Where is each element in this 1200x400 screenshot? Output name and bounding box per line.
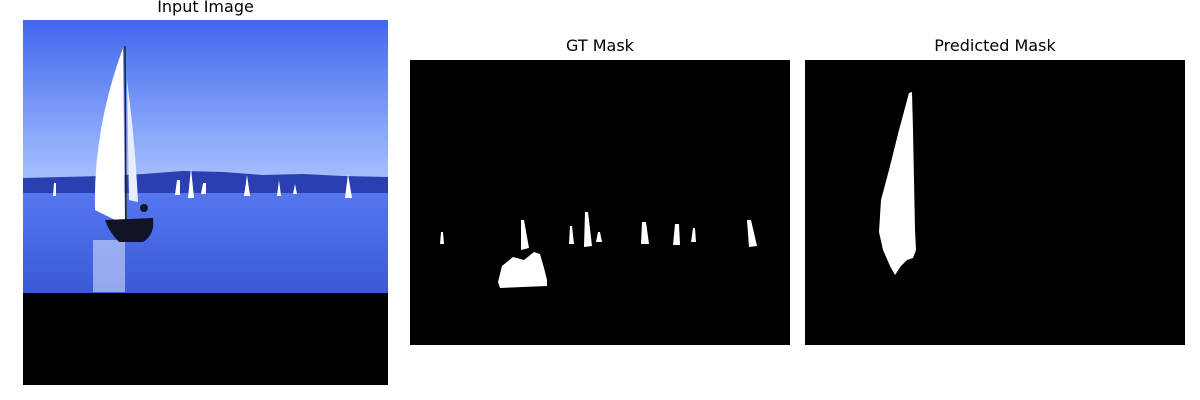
gt-mask [410,60,790,345]
predicted-mask-region [879,92,916,275]
main-sail [94,48,125,225]
padding-area [23,293,388,385]
gt-mask-title: GT Mask [566,36,634,55]
predicted-mask [805,60,1185,345]
boat-hull [105,218,154,242]
predicted-mask-title: Predicted Mask [934,36,1056,55]
input-image-title: Input Image [157,0,254,16]
gt-mask-regions [440,212,757,288]
water [23,193,388,293]
input-image [23,20,388,385]
sky [23,20,388,182]
